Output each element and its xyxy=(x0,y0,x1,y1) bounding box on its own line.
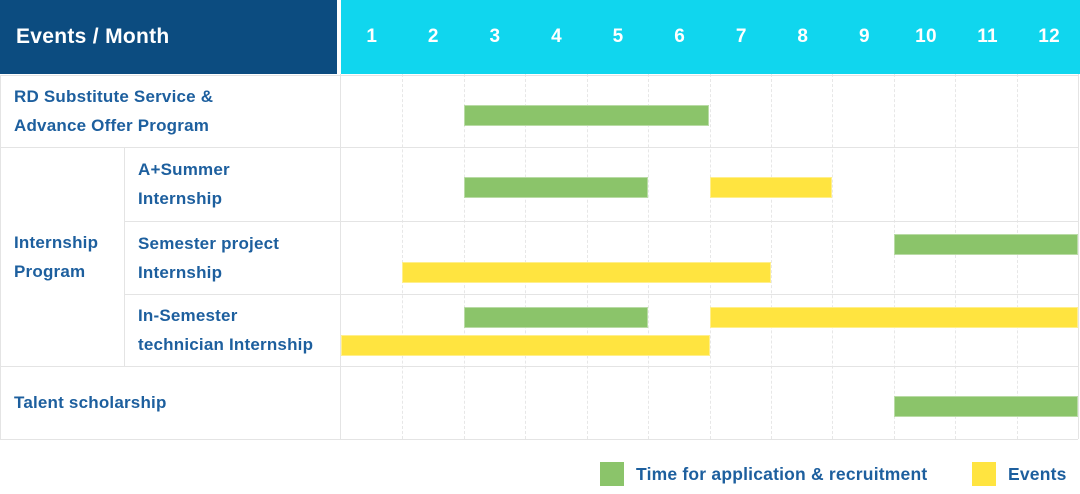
row-label-talent-scholarship: Talent scholarship xyxy=(0,366,340,439)
legend-item-recruitment: Time for application & recruitment xyxy=(600,462,927,486)
row-label-line: RD Substitute Service & xyxy=(14,87,214,106)
grid-line xyxy=(0,147,1078,148)
gantt-bar-recruitment xyxy=(893,234,1079,255)
grid-line xyxy=(402,74,403,439)
grid-line xyxy=(0,75,1,439)
legend-item-events: Events xyxy=(972,462,1067,486)
row-label-line: Talent scholarship xyxy=(14,393,167,412)
grid-line xyxy=(0,366,1078,367)
grid-line xyxy=(124,147,125,366)
row-label-line: Advance Offer Program xyxy=(14,116,210,135)
grid-line xyxy=(648,74,649,439)
grid-line xyxy=(0,439,1078,440)
month-header-cell: 11 xyxy=(977,26,998,47)
legend-label: Events xyxy=(1008,463,1067,484)
row-label-line: Internship xyxy=(138,262,223,282)
event-swatch-icon xyxy=(972,462,996,486)
legend-label: Time for application & recruitment xyxy=(636,463,928,484)
month-header-cell: 7 xyxy=(735,26,747,47)
grid-line xyxy=(587,74,588,439)
grid-line xyxy=(832,74,833,439)
gantt-bar-recruitment xyxy=(463,177,649,198)
events-month-header-cell: Events / Month xyxy=(0,0,337,74)
gantt-bar-event xyxy=(709,307,1078,328)
month-header-cell: 1 xyxy=(366,26,378,47)
page-title: Events / Month xyxy=(16,25,170,48)
row-label-line: technician Internship xyxy=(138,335,314,354)
month-header-cell: 3 xyxy=(489,26,501,47)
gantt-bar-recruitment xyxy=(463,307,649,328)
month-header-cell: 9 xyxy=(858,26,870,47)
row-label-rd-substitute: RD Substitute Service & Advance Offer Pr… xyxy=(0,75,340,147)
gantt-bar-recruitment xyxy=(893,396,1079,417)
grid-line xyxy=(771,74,772,439)
recruitment-swatch-icon xyxy=(600,462,624,486)
grid-line xyxy=(464,74,465,439)
grid-line xyxy=(1017,74,1018,439)
grid-line xyxy=(0,75,1078,76)
row-label-semester-project: Semester project Internship xyxy=(124,221,340,294)
month-header-cell: 4 xyxy=(551,26,562,47)
month-header-cell: 10 xyxy=(915,26,937,47)
row-label-line: In-Semester xyxy=(138,306,238,325)
gantt-bar-event xyxy=(341,335,710,356)
grid-line xyxy=(124,294,1078,295)
group-label-line: Program xyxy=(14,261,86,281)
grid-line xyxy=(340,74,341,439)
row-label-line: Internship xyxy=(138,189,223,208)
grid-line xyxy=(894,74,895,439)
grid-line xyxy=(1078,74,1079,439)
month-header-row: 1 2 3 4 5 6 7 8 9 10 11 12 xyxy=(341,0,1080,74)
gantt-bar-event xyxy=(709,177,833,198)
month-header-cell: 12 xyxy=(1038,26,1061,47)
month-header-cell: 5 xyxy=(612,26,624,47)
row-label-a-plus-summer: A+Summer Internship xyxy=(124,147,340,221)
row-label-line: A+Summer xyxy=(138,160,230,179)
grid-line xyxy=(525,74,526,439)
grid-line xyxy=(955,74,956,439)
month-header-cell: 8 xyxy=(797,26,809,47)
month-header-cell: 6 xyxy=(674,26,686,47)
grid-line xyxy=(124,221,1078,222)
grid-line xyxy=(710,74,711,439)
gantt-bar-recruitment xyxy=(463,105,710,126)
group-label-line: Internship xyxy=(14,232,99,252)
row-label-in-semester-technician: In-Semester technician Internship xyxy=(124,294,340,366)
month-header-cell: 2 xyxy=(427,26,439,47)
gantt-bar-event xyxy=(402,262,771,283)
group-label-internship-program: Internship Program xyxy=(0,147,124,366)
row-label-line: Semester project xyxy=(138,233,280,253)
